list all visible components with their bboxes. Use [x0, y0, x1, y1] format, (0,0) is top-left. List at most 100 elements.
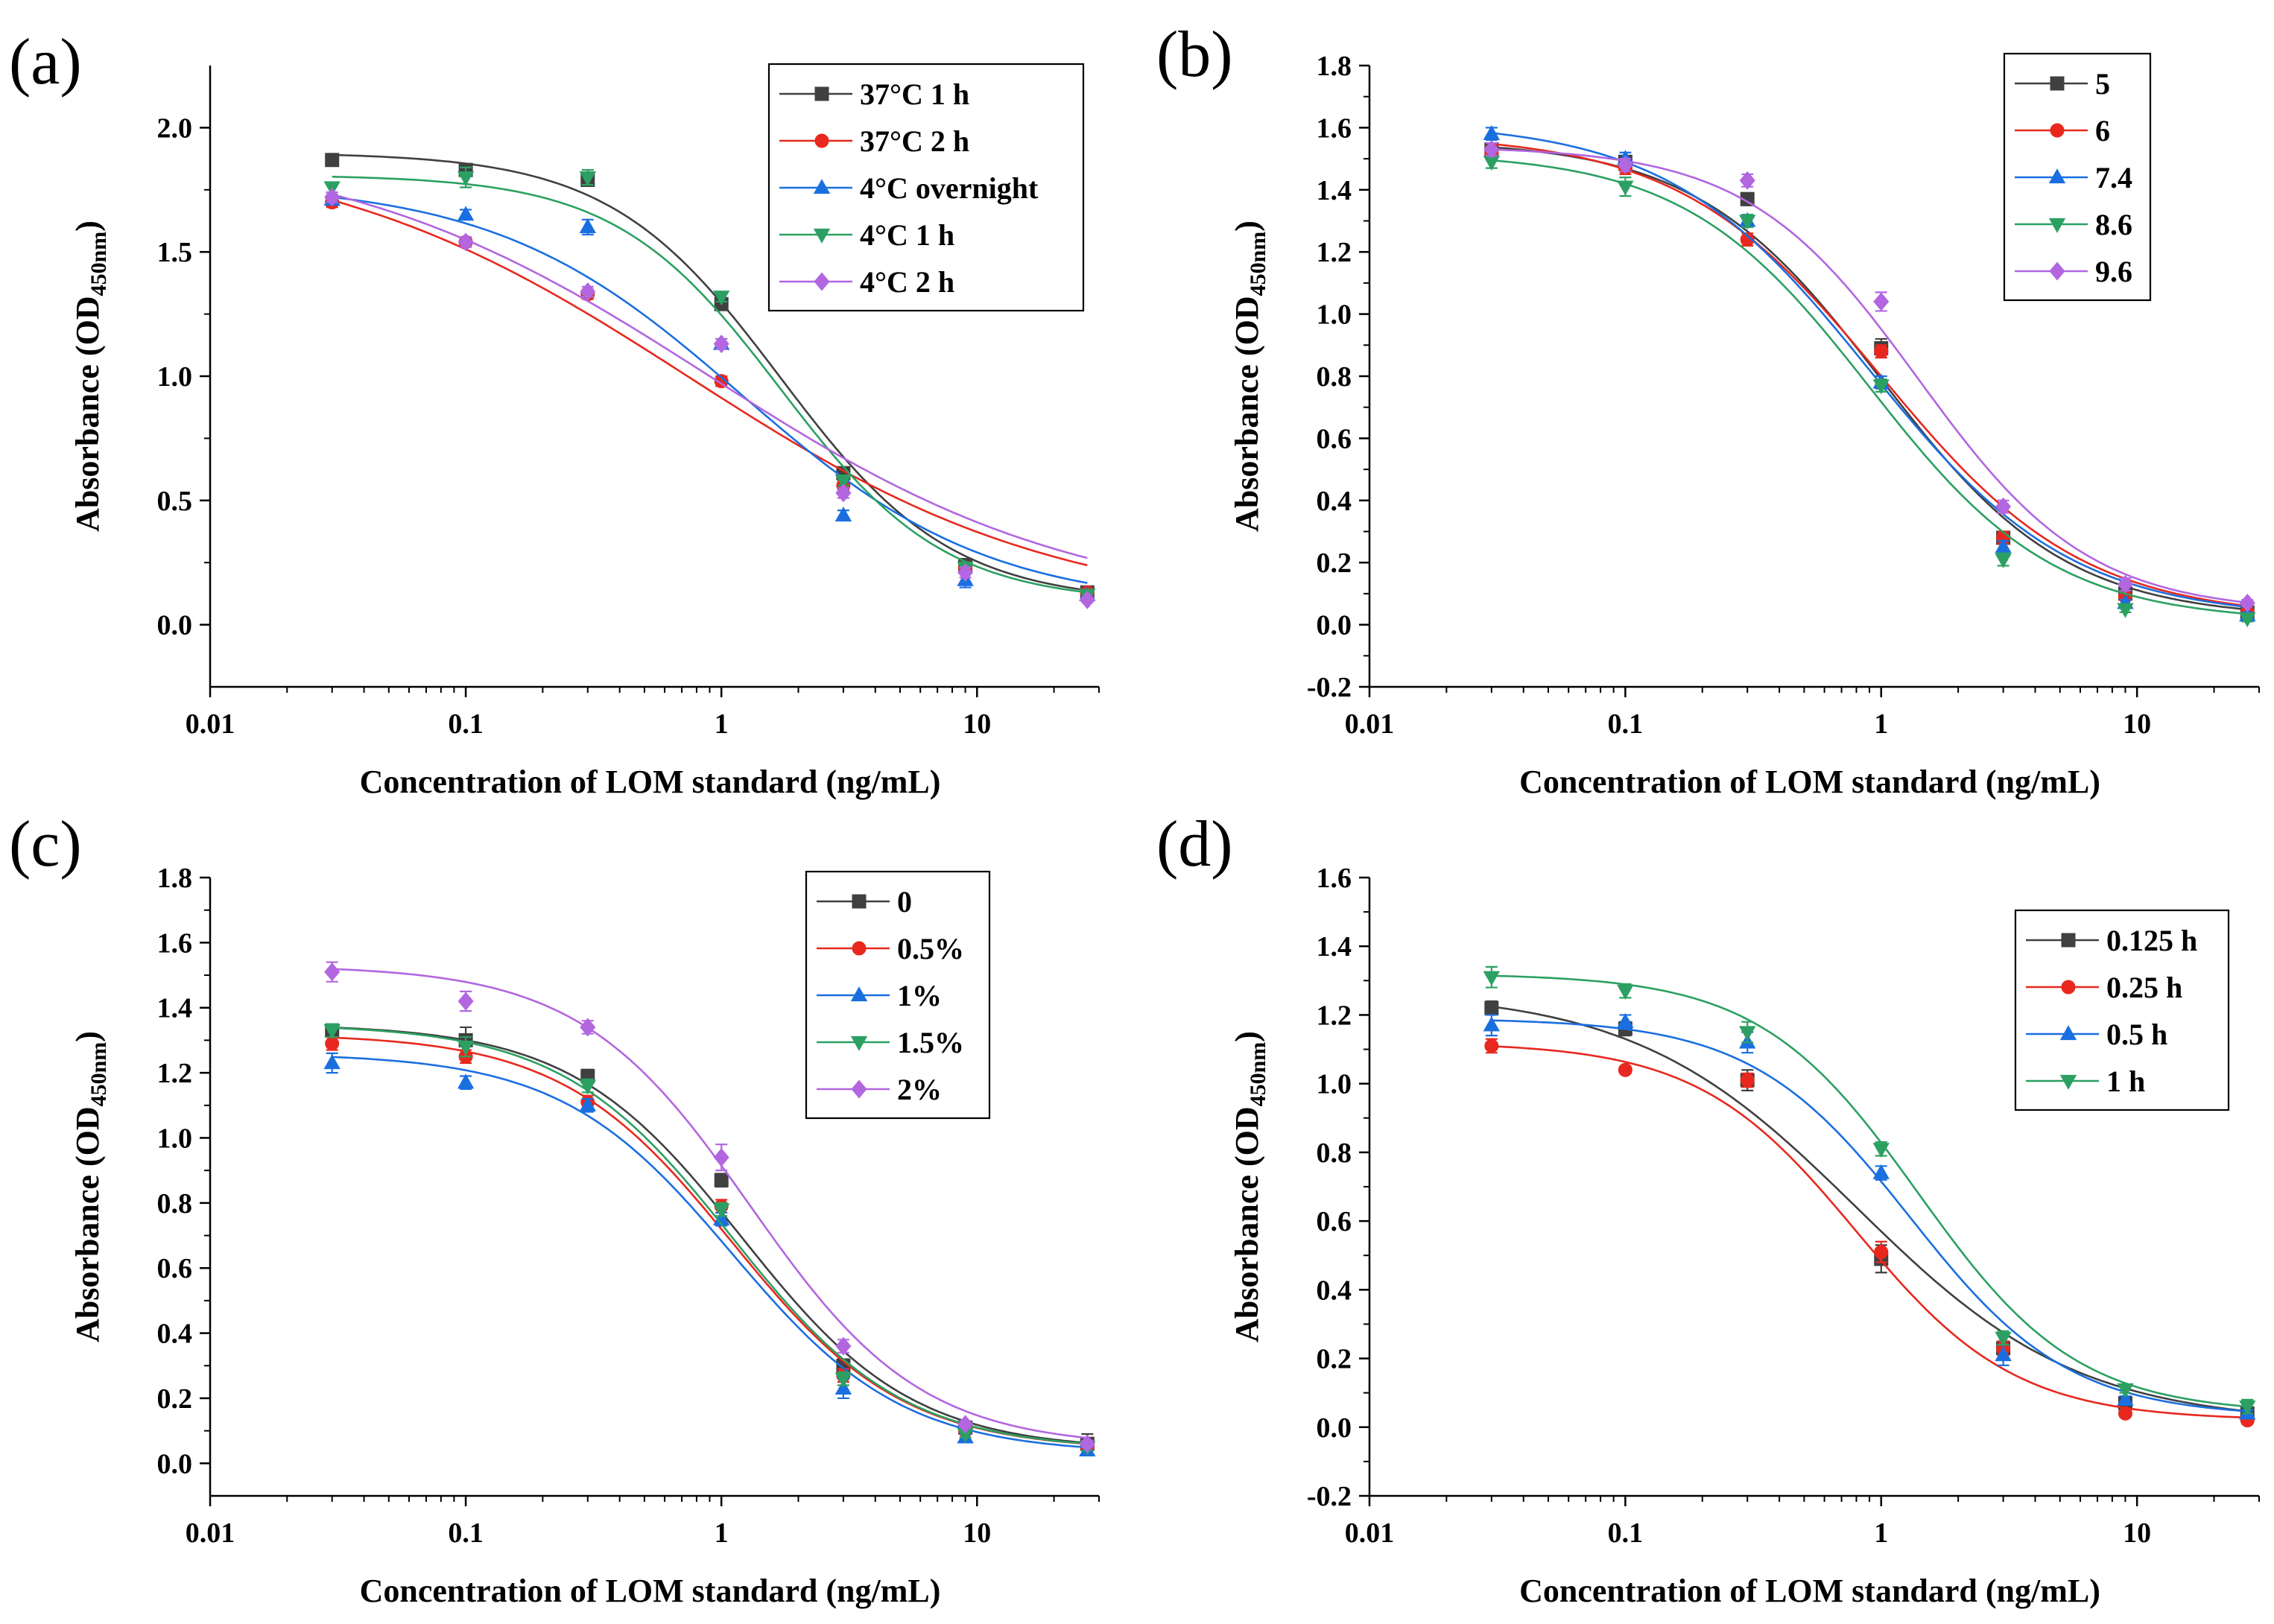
y-tick-label: 0.6 [157, 1253, 193, 1284]
plot-area-b: 0.01 0.1 1 10 -0.2 0.0 0.2 0.4 0.6 0.8 1.0 1.2 1.4 1.… [1229, 51, 2260, 800]
x-tick-label: 0.1 [448, 708, 484, 740]
y-axis-title-subscript: 450nm [86, 1042, 111, 1107]
data-point-circle [2118, 1406, 2132, 1421]
legend-label: 0.5% [897, 932, 964, 965]
data-point-square [714, 1173, 729, 1187]
y-tick-label: 1.4 [157, 993, 193, 1024]
data-point-triangle-down [1872, 379, 1890, 395]
y-tick-label: 0.0 [157, 610, 193, 641]
y-axis-title-subscript: 450nm [1246, 1042, 1270, 1107]
data-point-diamond [1995, 497, 2012, 516]
y-tick-label: 0.0 [157, 1448, 193, 1479]
data-point-triangle-up [1483, 124, 1501, 140]
y-tick-label: 1.6 [157, 927, 193, 959]
legend-label: 6 [2095, 114, 2110, 148]
panel-d: (d) 0.01 0.1 1 10 -0.2 0.0 0.2 0.4 0.6 0.8 1.0 1.2 1… [1156, 808, 2260, 1609]
data-point-triangle-down [1739, 215, 1756, 230]
data-point-triangle-up [579, 218, 597, 233]
plot-area-d: 0.01 0.1 1 10 -0.2 0.0 0.2 0.4 0.6 0.8 1.0 1.2 1.4 1.… [1229, 863, 2260, 1609]
fit-curve [332, 193, 1088, 559]
y-axis-title-subscript: 450nm [86, 232, 111, 296]
legend-marker-diamond [814, 272, 830, 291]
data-point-circle [1874, 1245, 1889, 1260]
legend-label: 4°C 1 h [860, 218, 954, 252]
data-point-triangle-down [1617, 985, 1634, 1000]
y-axis-title-end: ) [69, 1031, 106, 1042]
y-tick-label: -0.2 [1307, 1481, 1352, 1512]
y-tick-label: 1.0 [1317, 1069, 1352, 1100]
y-tick-label: 1.0 [157, 1123, 193, 1154]
y-tick-label: 0.2 [157, 1383, 193, 1415]
legend-marker-triangle-up [813, 179, 831, 194]
legend-marker-circle [852, 941, 867, 956]
legend-label: 0.25 h [2106, 971, 2182, 1004]
y-tick-label: 0.0 [1317, 1412, 1352, 1444]
legend-label: 7.4 [2095, 161, 2132, 194]
legend-box [2014, 909, 2230, 1111]
data-point-triangle-down [1995, 553, 2012, 568]
fit-curve [1491, 1045, 2248, 1419]
data-point-triangle-down [834, 1372, 852, 1388]
data-point-triangle-down [457, 1041, 475, 1056]
x-axis-title: Concentration of LOM standard (ng/mL) [360, 1573, 941, 1609]
y-tick-label: 0.4 [1317, 1275, 1352, 1306]
legend-label: 0 [897, 885, 912, 919]
data-point-diamond [957, 1415, 974, 1434]
legend-marker-triangle-down [2059, 1074, 2077, 1090]
data-point-diamond [957, 563, 974, 583]
data-point-diamond [1739, 171, 1755, 190]
legend-marker-triangle-up [850, 986, 868, 1002]
data-point-diamond [580, 282, 596, 302]
data-point-circle [1740, 232, 1755, 247]
data-point-circle [1618, 1062, 1632, 1077]
panel-label-b: (b) [1156, 19, 1233, 91]
x-tick-label: 0.01 [1345, 708, 1395, 740]
data-point-triangle-up [834, 506, 852, 521]
legend-label: 4°C overnight [860, 171, 1039, 205]
legend-label: 8.6 [2095, 208, 2132, 241]
legend-marker-circle [814, 133, 829, 148]
data-point-triangle-down [834, 474, 852, 489]
x-tick-label: 10 [963, 1517, 991, 1549]
data-point-diamond [1079, 1434, 1095, 1453]
y-tick-label: 0.2 [1317, 1344, 1352, 1375]
legend-marker-triangle-down [813, 228, 831, 244]
legend: 37°C 1 h 37°C 2 h 4°C overnight 4°C 1 h 4°C … [767, 63, 1085, 312]
data-point-circle [1484, 1038, 1499, 1053]
legend-label: 1% [897, 979, 942, 1012]
data-point-diamond [457, 992, 474, 1011]
legend: 0.125 h 0.25 h 0.5 h 1 h [2014, 909, 2230, 1111]
data-point-triangle-down [2117, 1383, 2134, 1398]
x-tick-label: 10 [2123, 1517, 2151, 1549]
data-point-triangle-down [1995, 1331, 2012, 1347]
y-tick-label: 1.2 [1317, 1000, 1352, 1031]
data-point-diamond [1873, 292, 1890, 311]
legend-marker-diamond [2049, 261, 2065, 281]
data-point-triangle-down [1739, 1026, 1756, 1041]
x-tick-label: 1 [1874, 708, 1888, 740]
y-tick-label: 0.0 [1317, 610, 1352, 641]
y-axis-title: Absorbance (OD450nm) [69, 1031, 111, 1342]
legend-label: 37°C 1 h [860, 77, 969, 111]
data-point-triangle-up [1995, 1346, 2012, 1362]
y-tick-label: 0.6 [1317, 1206, 1352, 1237]
fit-curve [332, 196, 1088, 584]
data-point-square [1484, 1000, 1499, 1015]
data-point-triangle-up [457, 206, 475, 221]
data-point-diamond [457, 232, 474, 252]
y-tick-label: 1.6 [1317, 863, 1352, 894]
y-tick-label: -0.2 [1307, 672, 1352, 703]
data-point-triangle-down [579, 171, 597, 186]
y-axis-title: Absorbance (OD450nm) [69, 221, 111, 532]
data-point-triangle-up [323, 1054, 341, 1070]
y-tick-label: 1.4 [1317, 175, 1352, 206]
series-green [1483, 154, 2256, 628]
y-tick-label: 1.0 [157, 361, 193, 393]
panel-label-c: (c) [9, 808, 82, 881]
legend-label: 1 h [2106, 1065, 2145, 1098]
legend-label: 9.6 [2095, 255, 2132, 288]
data-point-diamond [1483, 140, 1500, 159]
data-point-triangle-down [457, 171, 475, 186]
data-point-triangle-down [1483, 971, 1501, 986]
y-tick-label: 0.2 [1317, 548, 1352, 579]
